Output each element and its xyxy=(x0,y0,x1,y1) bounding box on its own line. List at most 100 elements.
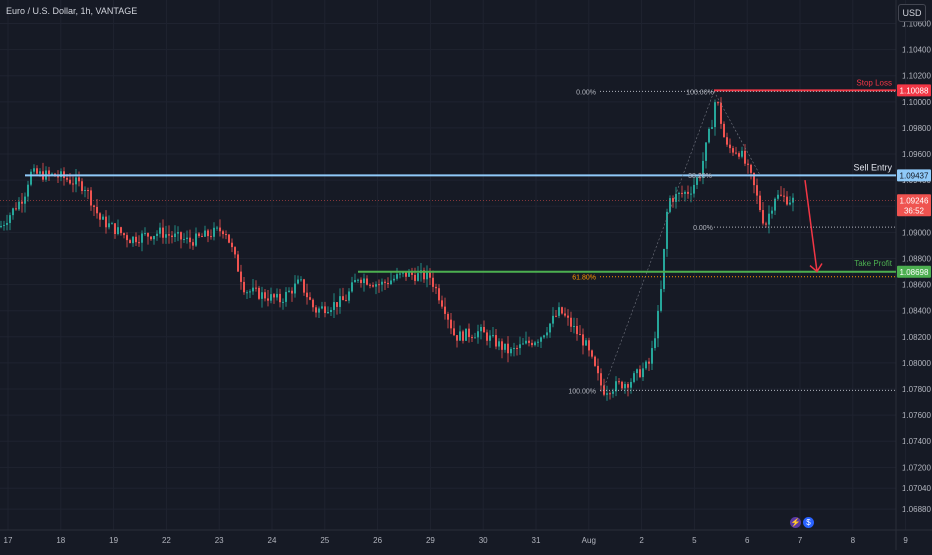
candle-body xyxy=(210,236,212,238)
candle-body xyxy=(705,142,707,161)
candle-body xyxy=(696,177,698,185)
candle-body xyxy=(450,319,452,329)
candle-body xyxy=(204,230,206,237)
sell-arrow-head xyxy=(809,263,823,273)
candle-body xyxy=(747,163,749,165)
candle-body xyxy=(78,177,80,182)
candle-body xyxy=(75,177,77,185)
candle-body xyxy=(147,233,149,237)
candle-body xyxy=(27,184,29,197)
candle-body xyxy=(99,213,101,220)
candle-body xyxy=(642,368,644,378)
candle-body xyxy=(786,196,788,205)
candle-body xyxy=(243,281,245,293)
candle-body xyxy=(390,280,392,285)
candle-body xyxy=(573,326,575,328)
candle-body xyxy=(639,369,641,378)
candle-body xyxy=(513,347,515,349)
candle-body xyxy=(681,192,683,194)
currency-button[interactable]: USD xyxy=(898,4,926,22)
candle-body xyxy=(225,234,227,236)
candle-body xyxy=(15,208,17,210)
x-tick-label: 23 xyxy=(215,536,224,545)
candle-body xyxy=(675,193,677,202)
x-tick-label: Aug xyxy=(582,536,596,545)
sell-entry-price: 1.09437 xyxy=(900,171,929,180)
candle-body xyxy=(48,170,50,175)
candle-body xyxy=(273,294,275,298)
candle-body xyxy=(495,335,497,347)
candle-body xyxy=(534,342,536,346)
candle-body xyxy=(465,328,467,341)
candle-body xyxy=(60,171,62,178)
candle-body xyxy=(411,271,413,275)
candle-body xyxy=(522,343,524,345)
candle-body xyxy=(783,195,785,197)
candle-body xyxy=(240,271,242,282)
candle-body xyxy=(276,293,278,298)
candle-body xyxy=(558,307,560,316)
stop-loss-price: 1.10088 xyxy=(900,86,929,95)
x-tick-label: 2 xyxy=(639,536,644,545)
candle-body xyxy=(231,242,233,248)
candle-body xyxy=(270,294,272,301)
x-tick-label: 19 xyxy=(109,536,118,545)
candle-body xyxy=(372,285,374,287)
candle-body xyxy=(492,335,494,337)
candle-body xyxy=(357,279,359,281)
candle-body xyxy=(657,310,659,339)
y-tick-label: 1.08200 xyxy=(902,333,931,342)
candle-body xyxy=(381,281,383,285)
current-price-countdown: 36:52 xyxy=(904,206,925,215)
candle-body xyxy=(267,298,269,301)
candle-body xyxy=(300,279,302,281)
candle-body xyxy=(249,291,251,293)
x-tick-label: 17 xyxy=(4,536,13,545)
candle-body xyxy=(279,293,281,303)
sell-entry-label: Sell Entry xyxy=(853,162,892,172)
take-profit-price: 1.08698 xyxy=(900,268,929,277)
candle-body xyxy=(531,342,533,346)
candle-body xyxy=(258,287,260,299)
y-tick-label: 1.10000 xyxy=(902,98,931,107)
candle-body xyxy=(177,232,179,234)
candle-body xyxy=(120,227,122,234)
candle-body xyxy=(570,317,572,327)
current-price-tag xyxy=(897,194,931,217)
candle-body xyxy=(588,340,590,351)
candle-body xyxy=(135,236,137,243)
candle-body xyxy=(459,331,461,341)
candle-body xyxy=(609,393,611,395)
candle-body xyxy=(30,171,32,185)
candle-body xyxy=(717,102,719,104)
candle-body xyxy=(339,296,341,307)
y-tick-label: 1.07800 xyxy=(902,385,931,394)
dollar-circle-icon[interactable]: $ xyxy=(803,517,814,528)
candle-body xyxy=(333,302,335,310)
lightning-icon[interactable]: ⚡ xyxy=(790,517,801,528)
candle-body xyxy=(606,393,608,395)
x-tick-label: 24 xyxy=(268,536,277,545)
y-tick-label: 1.09000 xyxy=(902,228,931,237)
candle-body xyxy=(306,292,308,298)
candle-body xyxy=(771,210,773,214)
candle-body xyxy=(141,233,143,243)
x-tick-label: 25 xyxy=(320,536,329,545)
y-tick-label: 1.09800 xyxy=(902,124,931,133)
candle-body xyxy=(36,168,38,174)
candle-body xyxy=(582,334,584,346)
candle-body xyxy=(393,278,395,281)
x-tick-label: 6 xyxy=(745,536,750,545)
candle-body xyxy=(294,283,296,294)
candle-body xyxy=(111,223,113,225)
candle-body xyxy=(18,201,20,210)
candle-body xyxy=(429,271,431,278)
candle-body xyxy=(699,177,701,179)
candle-body xyxy=(753,172,755,186)
candle-body xyxy=(39,171,41,174)
fib2-label-382: 38.20% xyxy=(688,173,712,180)
candle-body xyxy=(360,279,362,284)
